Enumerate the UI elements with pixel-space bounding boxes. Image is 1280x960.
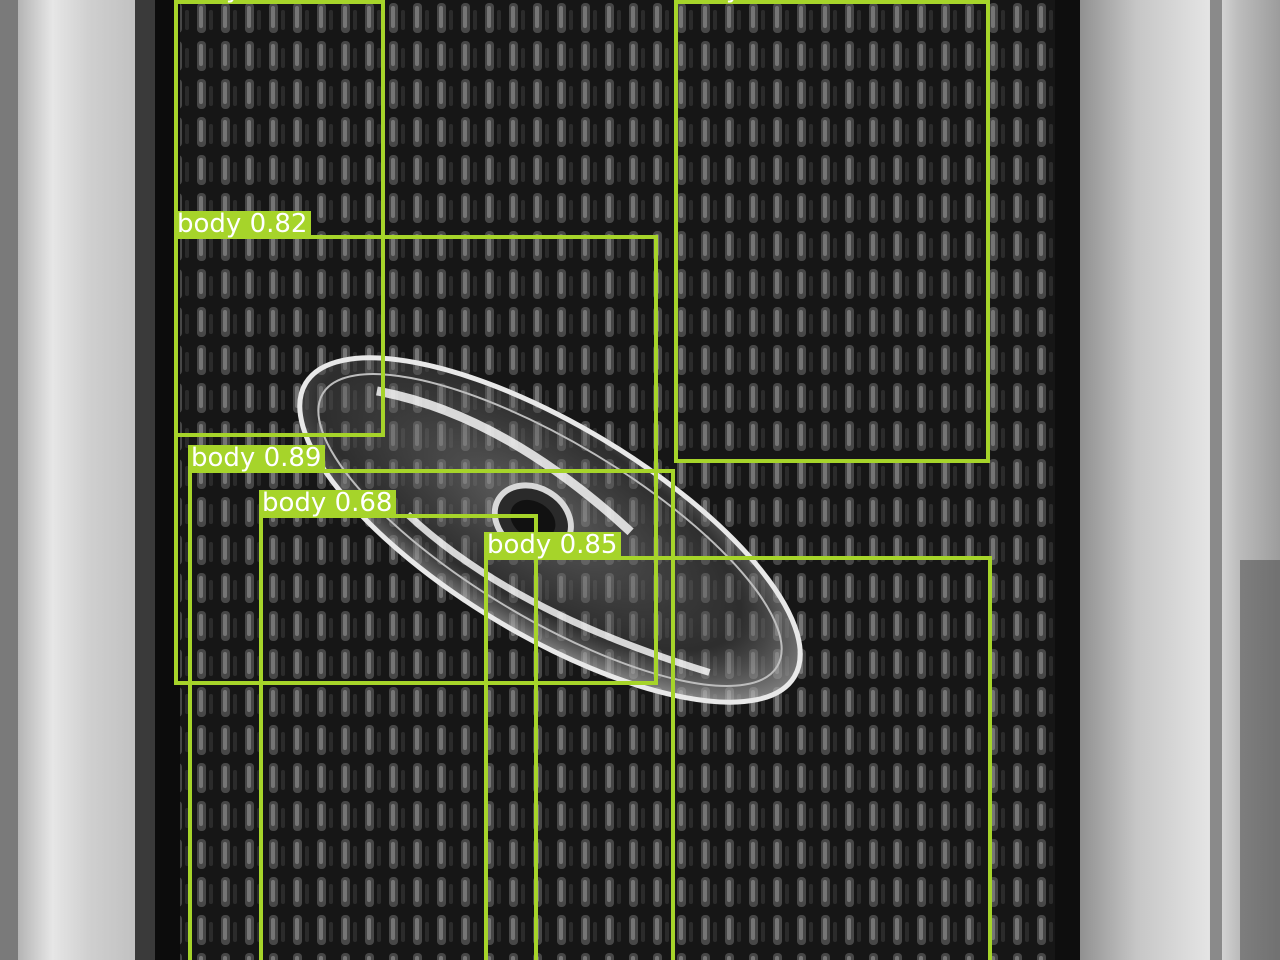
detection-box: body xyxy=(674,0,990,463)
left-wall xyxy=(0,0,150,960)
detection-label: body 0.68 xyxy=(259,490,397,516)
detection-label: body xyxy=(174,0,246,2)
detection-label: body 0.85 xyxy=(484,532,622,558)
detection-label: body 0.82 xyxy=(174,211,312,237)
detection-box: body 0.82 xyxy=(174,211,658,685)
detection-box: body 0.68 xyxy=(259,490,538,960)
detection-label: body 0.89 xyxy=(188,445,326,471)
detection-box: body 0.85 xyxy=(484,532,992,960)
detection-box: body 0.89 xyxy=(188,445,675,960)
glass-object xyxy=(297,355,803,705)
detection-label: body xyxy=(674,0,746,2)
